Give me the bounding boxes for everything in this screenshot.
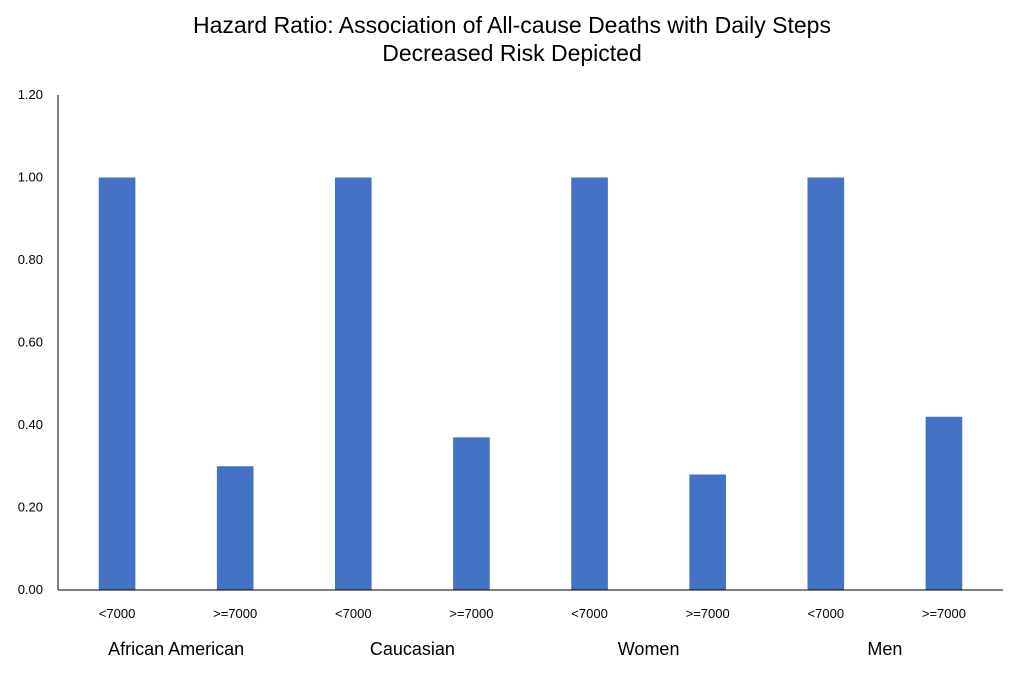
- x-tick-label: <7000: [99, 606, 136, 621]
- y-axis: 0.00 0.20 0.40 0.60 0.80 1.00 1.20: [18, 87, 59, 597]
- group-label: Men: [867, 639, 902, 659]
- group-label: African American: [108, 639, 244, 659]
- x-tick-label: >=7000: [686, 606, 730, 621]
- x-tick-label: >=7000: [213, 606, 257, 621]
- x-tick-label: <7000: [571, 606, 608, 621]
- bar: [216, 466, 254, 590]
- x-tick-label: <7000: [808, 606, 845, 621]
- chart-title: Hazard Ratio: Association of All-cause D…: [193, 12, 831, 38]
- bars: [98, 177, 963, 590]
- y-tick-label: 0.40: [18, 417, 43, 432]
- x-tick-label: >=7000: [449, 606, 493, 621]
- y-tick-label: 1.20: [18, 87, 43, 102]
- x-tick-label: >=7000: [922, 606, 966, 621]
- y-tick-label: 0.00: [18, 582, 43, 597]
- bar: [571, 177, 608, 590]
- bar: [453, 437, 490, 590]
- y-tick-label: 1.00: [18, 170, 43, 185]
- bar: [335, 177, 372, 590]
- bar: [689, 474, 726, 590]
- x-tick-label: <7000: [335, 606, 372, 621]
- y-tick-label: 0.60: [18, 335, 43, 350]
- x-axis: <7000 >=7000 African American <7000 >=7000 Ca…: [58, 589, 1003, 659]
- bar: [98, 177, 136, 590]
- y-tick-label: 0.80: [18, 252, 43, 267]
- bar: [807, 177, 845, 590]
- group-label: Caucasian: [370, 639, 455, 659]
- y-tick-label: 0.20: [18, 500, 43, 515]
- chart-subtitle: Decreased Risk Depicted: [382, 40, 642, 66]
- group-label: Women: [618, 639, 680, 659]
- bar: [925, 416, 963, 590]
